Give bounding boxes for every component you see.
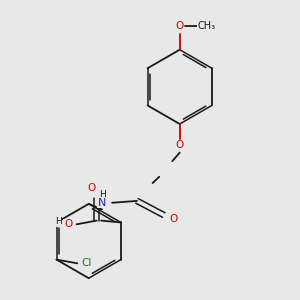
Text: O: O: [176, 20, 184, 31]
Text: N: N: [98, 198, 106, 208]
Text: CH₃: CH₃: [197, 20, 215, 31]
Text: O: O: [87, 183, 95, 193]
Text: O: O: [64, 219, 72, 229]
Text: H: H: [99, 190, 105, 199]
Text: H: H: [55, 217, 62, 226]
Text: Cl: Cl: [81, 258, 92, 268]
Text: O: O: [170, 214, 178, 224]
Text: O: O: [176, 140, 184, 150]
